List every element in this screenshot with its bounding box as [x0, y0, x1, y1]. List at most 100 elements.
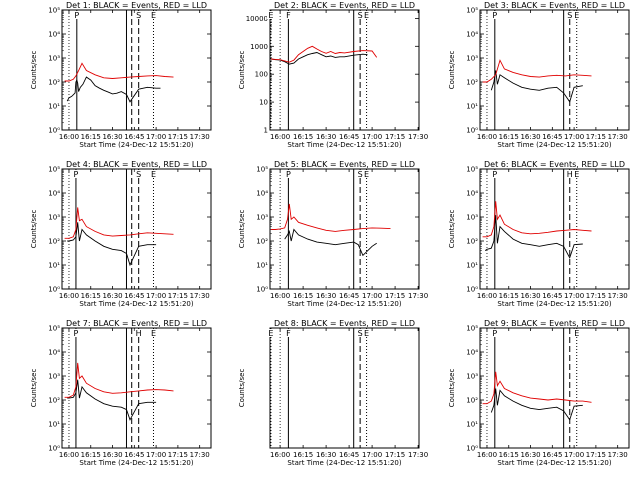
x-tick-label: 16:45	[542, 292, 562, 300]
x-tick-label: 16:00	[59, 292, 79, 300]
x-tick-label: 16:00	[270, 133, 290, 141]
events-series-line	[66, 76, 161, 103]
marker-label-bg	[134, 170, 143, 178]
x-tick-label: 16:15	[81, 133, 101, 141]
x-tick-label: 17:15	[385, 133, 405, 141]
marker-label: H	[136, 329, 142, 338]
marker-label-bg	[149, 329, 158, 337]
x-tick-label: 16:00	[59, 133, 79, 141]
y-tick-label: 10³	[48, 373, 60, 381]
x-tick-label: 16:15	[499, 451, 519, 459]
y-tick-label: 10²	[48, 79, 60, 87]
events-series-line	[490, 388, 583, 421]
y-axis-label: Counts/sec	[238, 210, 246, 249]
x-axis-label: Start Time (24-Dec-12 15:51:20)	[79, 459, 193, 467]
events-series-line	[490, 70, 583, 103]
y-axis-label: Counts/sec	[30, 210, 38, 249]
x-tick-label: 16:00	[270, 292, 290, 300]
marker-label-bg	[134, 329, 143, 337]
plot-frame	[269, 9, 420, 131]
y-tick-label: 10³	[48, 214, 60, 222]
x-tick-label: 17:15	[168, 451, 188, 459]
marker-label: H	[567, 170, 573, 179]
marker-label-bg	[284, 329, 293, 337]
marker-label-bg	[572, 170, 581, 178]
marker-label-bg	[71, 170, 80, 178]
marker-label-bg	[490, 329, 499, 337]
marker-label-bg	[149, 11, 158, 19]
x-tick-label: 17:30	[408, 133, 428, 141]
y-tick-label: 10⁵	[256, 166, 268, 174]
x-tick-label: 16:30	[520, 292, 540, 300]
y-tick-label: 10⁰	[466, 286, 478, 294]
x-tick-label: 16:15	[293, 292, 313, 300]
lld-series-line	[482, 59, 592, 83]
y-tick-label: 10⁰	[466, 445, 478, 453]
y-tick-label: 10⁵	[466, 325, 478, 333]
x-tick-label: 17:15	[586, 133, 606, 141]
y-tick-label: 100	[255, 71, 268, 79]
x-axis-label: Start Time (24-Dec-12 15:51:20)	[497, 300, 611, 308]
chart-title: Det 5: BLACK = Events, RED = LLD	[274, 160, 415, 169]
x-tick-label: 16:00	[477, 451, 497, 459]
lld-series-line	[64, 62, 174, 82]
x-tick-label: 16:30	[316, 133, 336, 141]
x-tick-label: 17:00	[564, 133, 584, 141]
x-tick-label: 16:30	[520, 451, 540, 459]
marker-label-bg	[362, 170, 371, 178]
marker-label: S	[567, 11, 572, 20]
plot-frame	[479, 168, 630, 290]
x-tick-label: 17:15	[385, 451, 405, 459]
y-tick-label: 10⁰	[466, 127, 478, 135]
x-tick-label: 17:30	[608, 133, 628, 141]
x-tick-label: 16:45	[124, 292, 144, 300]
marker-label-bg	[266, 11, 275, 19]
marker-label: E	[364, 11, 369, 20]
x-tick-label: 17:00	[146, 133, 166, 141]
x-tick-label: 16:30	[520, 133, 540, 141]
y-axis-label: Counts/sec	[448, 51, 456, 90]
x-tick-label: 17:30	[190, 451, 210, 459]
x-tick-label: 16:45	[124, 133, 144, 141]
y-tick-label: 10⁴	[466, 349, 478, 357]
marker-label-bg	[572, 329, 581, 337]
x-tick-label: 17:30	[408, 451, 428, 459]
marker-label: P	[74, 170, 79, 179]
y-tick-label: 10⁰	[48, 445, 60, 453]
chart-title: Det 9: BLACK = Events, RED = LLD	[484, 319, 625, 328]
x-tick-label: 16:30	[316, 292, 336, 300]
y-tick-label: 10⁰	[256, 286, 268, 294]
lld-series-line	[64, 362, 174, 398]
y-tick-label: 10¹	[466, 262, 478, 270]
x-tick-label: 16:15	[81, 451, 101, 459]
x-tick-label: 17:00	[362, 451, 382, 459]
marker-label: P	[492, 170, 497, 179]
marker-label: P	[492, 11, 497, 20]
x-tick-label: 16:30	[102, 451, 122, 459]
x-tick-label: 17:30	[408, 292, 428, 300]
lld-series-line	[270, 45, 378, 63]
marker-label: E	[268, 11, 273, 20]
marker-label: E	[364, 329, 369, 338]
x-tick-label: 17:15	[385, 292, 405, 300]
x-tick-label: 17:00	[564, 292, 584, 300]
marker-label-bg	[284, 11, 293, 19]
x-tick-label: 17:15	[586, 292, 606, 300]
marker-label: F	[286, 11, 291, 20]
marker-label: E	[268, 329, 273, 338]
y-tick-label: 10⁴	[48, 190, 60, 198]
x-axis-label: Start Time (24-Dec-12 15:51:20)	[287, 141, 401, 149]
y-tick-label: 10⁵	[48, 166, 60, 174]
x-tick-label: 17:30	[608, 451, 628, 459]
y-tick-label: 10³	[256, 214, 268, 222]
y-axis-label: Counts/sec	[238, 369, 246, 408]
x-axis-label: Start Time (24-Dec-12 15:51:20)	[79, 300, 193, 308]
y-tick-label: 10³	[466, 214, 478, 222]
events-series-line	[67, 379, 157, 421]
plot-frame	[61, 327, 212, 449]
x-tick-label: 16:00	[59, 451, 79, 459]
